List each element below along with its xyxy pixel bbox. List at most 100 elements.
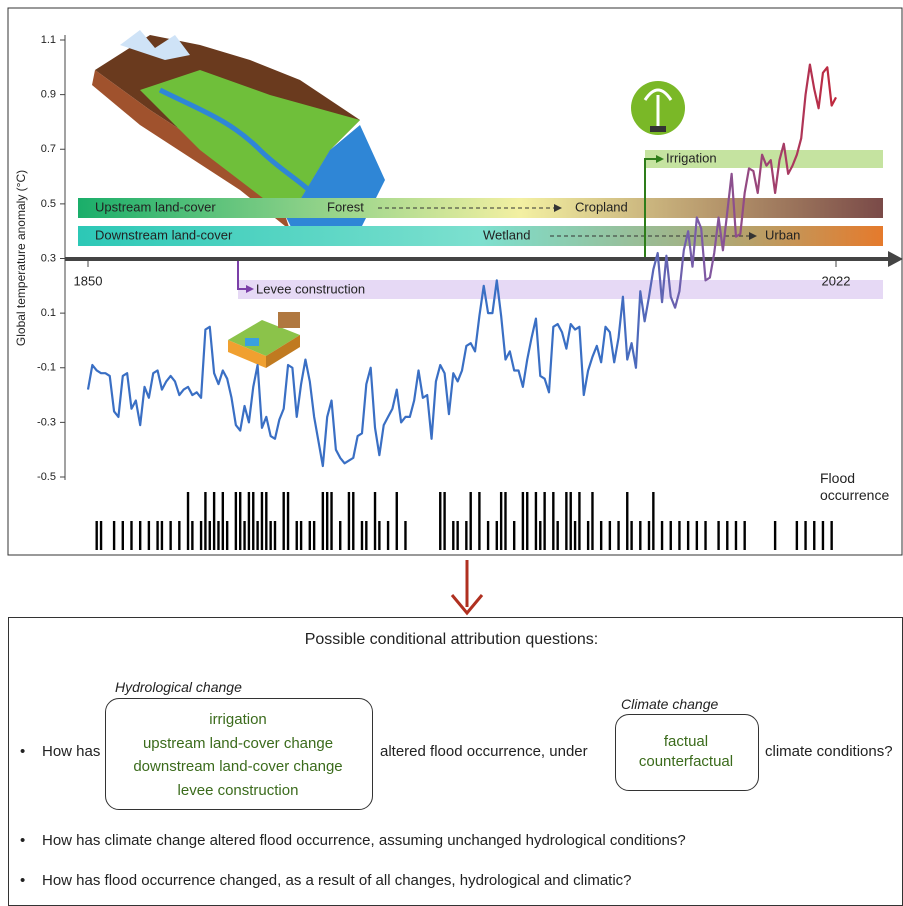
flood-bar [543, 492, 546, 550]
panel-frame [7, 7, 903, 556]
x-axis-arrowhead [888, 251, 903, 267]
flood-bar [160, 521, 164, 550]
flood-bar [365, 521, 368, 550]
flood-bar [495, 521, 498, 550]
flood-bar [373, 492, 377, 550]
y-tick-label: -0.3 [37, 416, 56, 428]
flood-bar [743, 521, 746, 550]
flood-bar [395, 492, 398, 550]
flood-bar [452, 521, 455, 550]
flood-bar [556, 521, 559, 550]
flood-bar [352, 492, 355, 550]
flood-bar [243, 521, 246, 550]
flood-bar [569, 492, 572, 550]
flood-bar [456, 521, 459, 550]
flood-bar [717, 521, 720, 550]
levee-bar [238, 280, 883, 299]
flood-bar [578, 492, 581, 550]
flood-bar [147, 521, 151, 550]
flood-bar [734, 521, 738, 550]
irrigation-icon [631, 81, 685, 135]
questions-title: Possible conditional attribution questio… [304, 631, 599, 648]
flood-bar [138, 521, 142, 550]
flood-bar [247, 492, 251, 550]
flood-bar [404, 521, 407, 550]
flood-bar [695, 521, 699, 550]
climate-item: factual [663, 733, 709, 750]
hydro-item: upstream land-cover change [142, 734, 334, 752]
flood-bar [99, 521, 103, 550]
flood-bar [639, 521, 642, 550]
flood-bar [773, 521, 777, 550]
y-tick-label: 0.3 [41, 252, 56, 264]
y-tick-label: -0.5 [37, 471, 56, 483]
flood-bar [265, 492, 268, 550]
flood-bar [830, 521, 833, 550]
flood-bar [534, 492, 538, 550]
landscape-illustration [92, 30, 385, 245]
x-tick-label: 2022 [822, 273, 851, 288]
flood-bar [234, 492, 238, 550]
flood-bar [282, 492, 285, 550]
flood-bar [704, 521, 707, 550]
flood-bar [499, 492, 503, 550]
flood-bar [130, 521, 133, 550]
levee-arrow [237, 259, 248, 290]
flood-bar [221, 492, 225, 550]
flood-bar [295, 521, 298, 550]
flood-bar [217, 521, 220, 550]
flood-bar [813, 521, 816, 550]
flood-bar [360, 521, 364, 550]
levee-icon [228, 312, 300, 368]
flood-bar [469, 492, 472, 550]
y-tick-label: -0.1 [37, 362, 56, 374]
flood-bar [199, 521, 203, 550]
flood-bar [347, 492, 351, 550]
flood-bar [539, 521, 542, 550]
flood-bar [608, 521, 612, 550]
x-tick-label: 1850 [74, 273, 103, 288]
flood-bar [591, 492, 594, 550]
hydro-item: irrigation [209, 711, 267, 728]
flood-bar [225, 521, 229, 550]
flood-bar [299, 521, 303, 550]
q1-tail: climate conditions? [765, 743, 893, 760]
flood-bar [686, 521, 690, 550]
flood-bar [308, 521, 311, 550]
flood-bar [330, 492, 333, 550]
flood-bar [512, 521, 516, 550]
flood-bar [286, 492, 290, 550]
flood-bar [260, 492, 264, 550]
levee-label: Levee construction [256, 281, 365, 296]
flood-bar [239, 492, 242, 550]
flood-bar [821, 521, 825, 550]
flood-bar [208, 521, 211, 550]
flood-label: Flood occurrence [820, 470, 890, 503]
climate-box [615, 714, 759, 791]
y-tick-label: 0.1 [41, 307, 56, 319]
flood-bar [521, 492, 525, 550]
flood-bar [325, 492, 329, 550]
q3: How has flood occurrence changed, as a r… [42, 872, 632, 889]
flood-bar [669, 521, 672, 550]
flood-bar [478, 492, 481, 550]
downstream-label: Downstream land-cover [95, 227, 233, 242]
y-tick-label: 1.1 [41, 34, 56, 46]
flood-bar [156, 521, 159, 550]
hydro-box [105, 698, 373, 810]
flood-bar [565, 492, 568, 550]
y-axis-title: Global temperature anomaly (°C) [14, 170, 28, 346]
flood-bar [526, 492, 529, 550]
flood-bar [256, 521, 259, 550]
upstream-bar [78, 198, 883, 218]
flood-bar [465, 521, 468, 550]
flood-bar [726, 521, 729, 550]
flood-bar [626, 492, 629, 550]
climate-item: counterfactual [638, 753, 734, 770]
flood-bar [504, 492, 507, 550]
hydro-item: downstream land-cover change [133, 758, 343, 775]
flood-bar [204, 492, 207, 550]
flood-bar [121, 521, 124, 550]
q2: How has climate change altered flood occ… [42, 832, 686, 849]
